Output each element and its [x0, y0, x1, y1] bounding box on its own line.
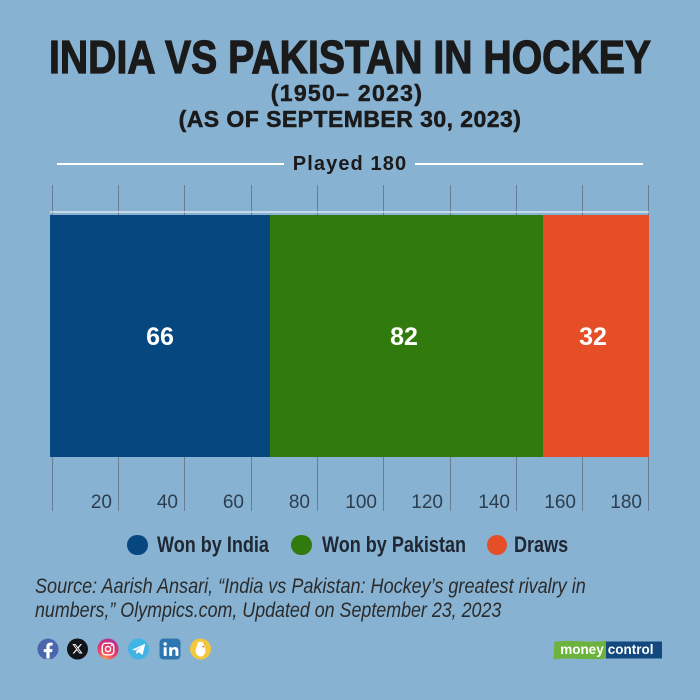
svg-text:money: money	[560, 642, 604, 657]
svg-text:control: control	[608, 642, 654, 657]
